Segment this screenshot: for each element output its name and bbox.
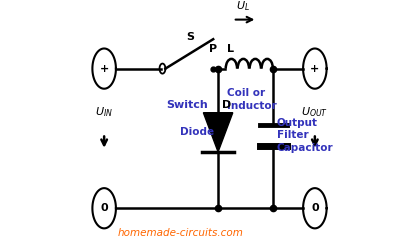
- Text: Coil or
Inductor: Coil or Inductor: [227, 88, 277, 110]
- Text: $U_L$: $U_L$: [235, 0, 250, 13]
- Text: $U_{IN}$: $U_{IN}$: [95, 105, 113, 119]
- Text: +: +: [100, 64, 109, 74]
- Text: $U_{OUT}$: $U_{OUT}$: [301, 105, 328, 119]
- Text: Diode: Diode: [180, 127, 215, 137]
- Text: L: L: [227, 44, 234, 54]
- Text: P: P: [209, 44, 217, 54]
- Text: 0: 0: [311, 203, 319, 213]
- Text: S: S: [186, 32, 194, 42]
- Text: Switch: Switch: [167, 100, 208, 110]
- Text: homemade-circuits.com: homemade-circuits.com: [117, 228, 243, 238]
- Text: +: +: [310, 64, 319, 74]
- Text: 0: 0: [100, 203, 108, 213]
- Text: D: D: [222, 100, 231, 110]
- Text: Output
Filter
Capacitor: Output Filter Capacitor: [277, 118, 334, 153]
- Polygon shape: [203, 113, 233, 152]
